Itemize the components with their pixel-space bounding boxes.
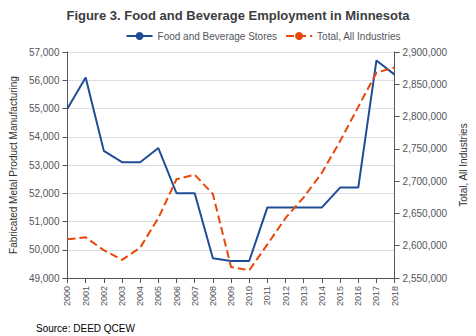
svg-text:2,750,000: 2,750,000 [403,143,448,154]
svg-text:2010: 2010 [244,286,254,306]
svg-text:2012: 2012 [281,286,291,306]
svg-text:2,650,000: 2,650,000 [403,208,448,219]
svg-text:2017: 2017 [371,286,381,306]
svg-text:2,800,000: 2,800,000 [403,111,448,122]
svg-text:2008: 2008 [208,286,218,306]
svg-text:2000: 2000 [62,286,72,306]
svg-text:Figure 3. Food and Beverage Em: Figure 3. Food and Beverage Employment i… [66,8,410,23]
svg-text:54,000: 54,000 [29,131,60,142]
svg-text:2014: 2014 [317,286,327,306]
svg-text:2013: 2013 [299,286,309,306]
svg-text:53,000: 53,000 [29,160,60,171]
svg-text:49,000: 49,000 [29,273,60,284]
svg-text:2004: 2004 [135,286,145,306]
svg-text:55,000: 55,000 [29,103,60,114]
svg-text:2,700,000: 2,700,000 [403,176,448,187]
svg-text:2016: 2016 [353,286,363,306]
svg-text:Food and Beverage Stores: Food and Beverage Stores [158,31,278,42]
svg-text:2011: 2011 [262,286,272,305]
svg-text:50,000: 50,000 [29,244,60,255]
svg-text:2009: 2009 [226,286,236,306]
svg-text:2018: 2018 [390,286,400,306]
svg-text:56,000: 56,000 [29,75,60,86]
svg-text:57,000: 57,000 [29,47,60,58]
svg-text:2015: 2015 [335,286,345,306]
svg-text:2,850,000: 2,850,000 [403,79,448,90]
svg-text:Total, All Industries: Total, All Industries [458,123,469,206]
svg-text:2,550,000: 2,550,000 [403,273,448,284]
svg-text:Fabricated Metal Product Manuf: Fabricated Metal Product Manufacturing [8,76,19,254]
svg-text:2,600,000: 2,600,000 [403,240,448,251]
svg-text:2007: 2007 [190,286,200,306]
svg-text:52,000: 52,000 [29,188,60,199]
svg-text:2005: 2005 [153,286,163,306]
svg-text:2003: 2003 [117,286,127,306]
svg-text:Source: DEED QCEW: Source: DEED QCEW [36,323,135,334]
svg-text:Total, All Industries: Total, All Industries [317,31,400,42]
svg-text:2006: 2006 [172,286,182,306]
svg-text:51,000: 51,000 [29,216,60,227]
svg-text:2,900,000: 2,900,000 [403,47,448,58]
svg-text:2001: 2001 [81,286,91,306]
svg-text:2002: 2002 [99,286,109,306]
